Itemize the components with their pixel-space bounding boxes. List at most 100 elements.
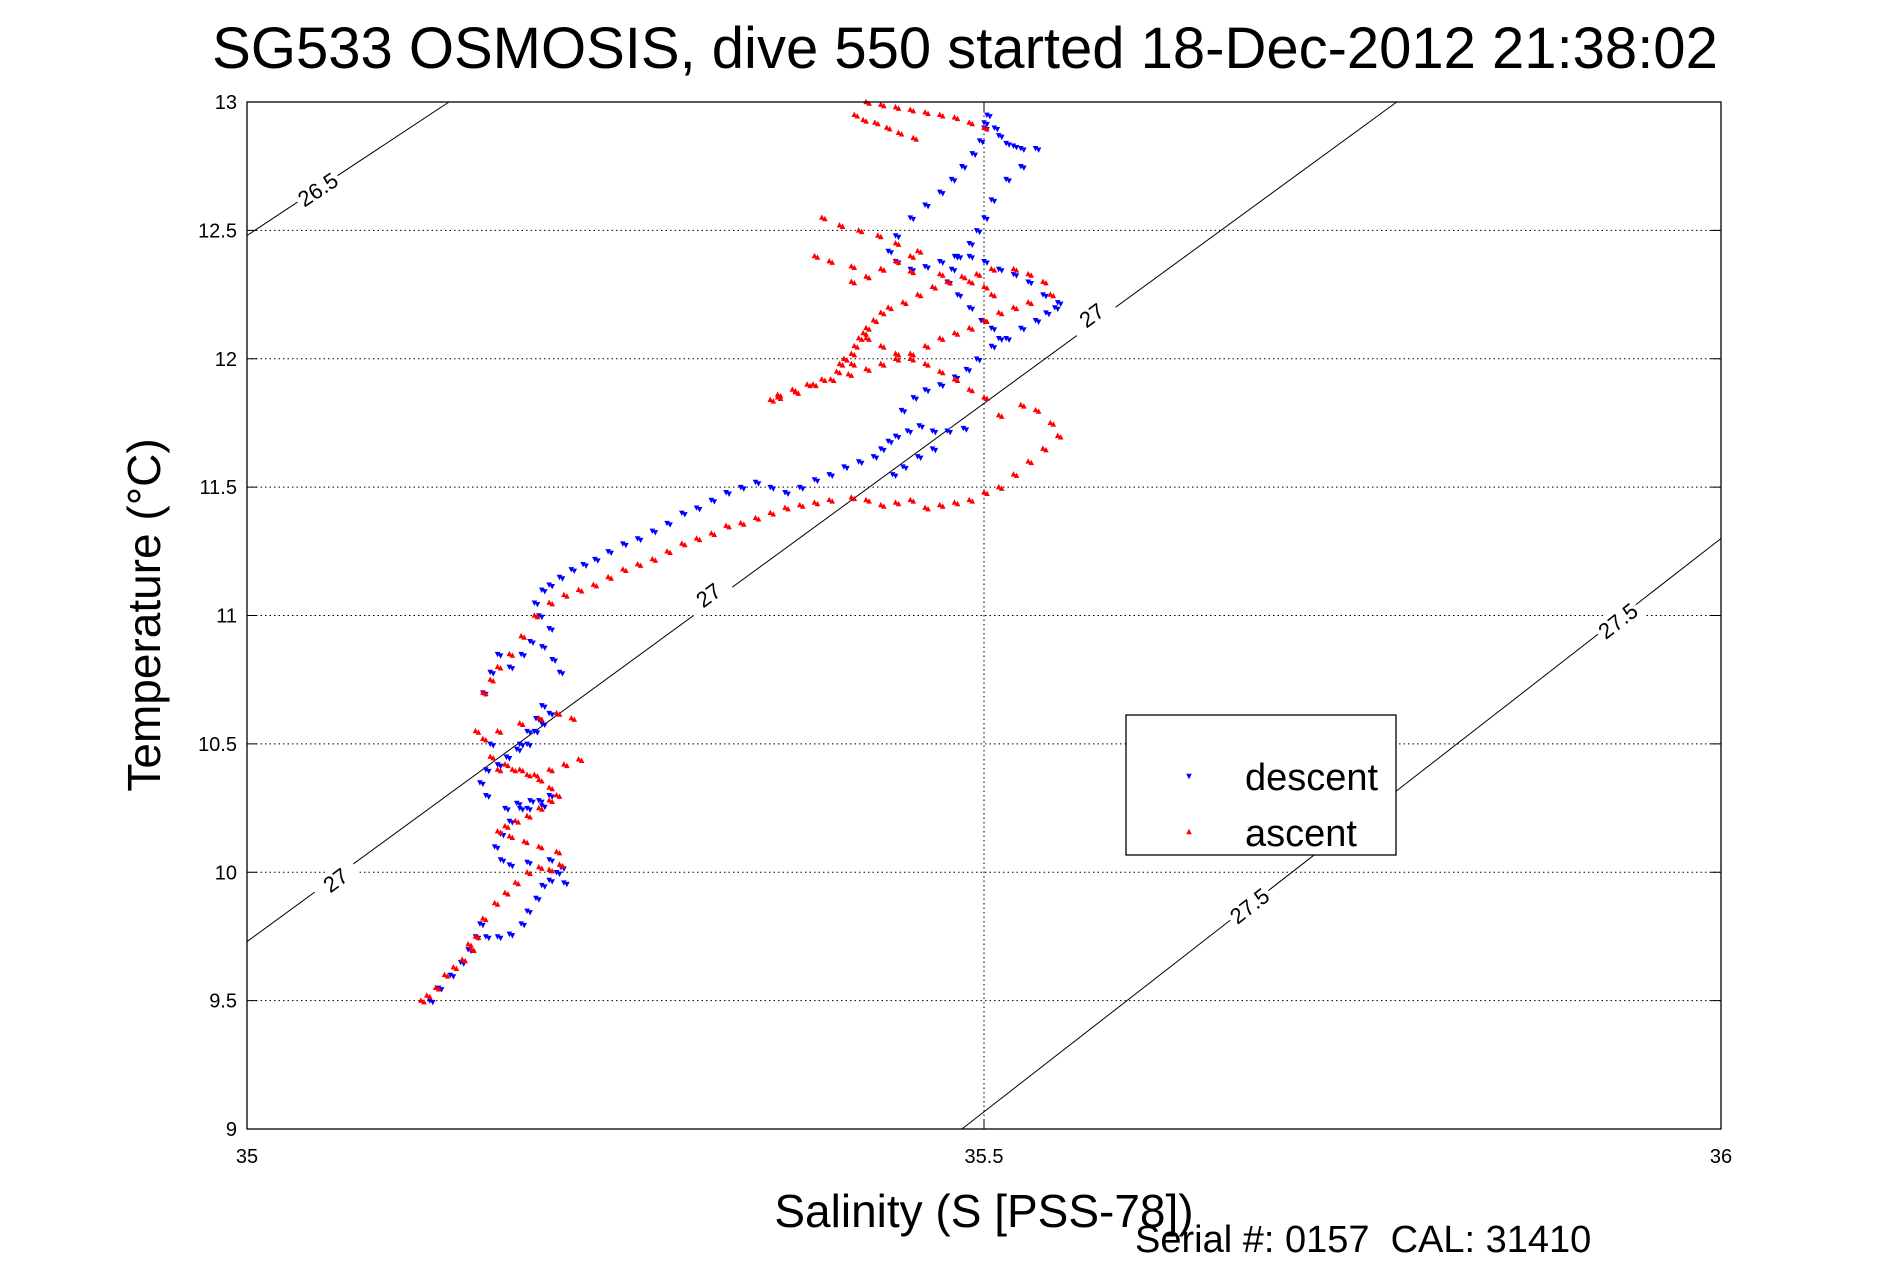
ascent-point — [524, 771, 530, 777]
descent-point — [925, 265, 931, 272]
ascent-point — [863, 335, 869, 341]
descent-point — [998, 134, 1005, 141]
descent-point — [987, 114, 993, 120]
descent-point — [592, 556, 598, 563]
ascent-point — [907, 350, 914, 356]
axis-ticks: 35 35.5 36 9 9.5 10 10.5 11 11.5 12 12.5 13 — [198, 92, 1732, 1168]
ascent-point — [502, 822, 508, 829]
ascent-point — [512, 767, 519, 774]
descent-point — [564, 881, 570, 888]
descent-point — [1003, 140, 1009, 147]
descent-point — [969, 306, 976, 313]
descent-point — [524, 859, 530, 866]
ascent-point — [539, 865, 545, 871]
descent-point — [917, 455, 924, 462]
descent-point — [782, 490, 788, 496]
descent-point — [506, 862, 513, 868]
descent-point — [533, 716, 539, 722]
ascent-point — [556, 711, 563, 717]
ascent-point — [895, 241, 902, 247]
ascent-point — [914, 247, 921, 254]
ascent-point — [981, 283, 987, 290]
descent-point — [634, 536, 641, 542]
descent-point — [679, 510, 685, 516]
ascent-point — [841, 355, 847, 361]
descent-point — [708, 497, 715, 504]
ascent-point — [512, 817, 519, 824]
descent-point — [539, 703, 545, 709]
descent-point — [513, 800, 520, 807]
ascent-point — [969, 326, 976, 332]
descent-point — [542, 804, 548, 811]
ascent-point — [819, 376, 825, 382]
descent-point — [960, 425, 967, 432]
descent-point — [477, 921, 483, 927]
ascent-point — [839, 223, 846, 229]
ascent-point — [796, 501, 803, 508]
ascent-point — [922, 109, 928, 115]
ascent-point — [782, 504, 788, 510]
descent-point — [542, 589, 548, 595]
x-tick-label: 36 — [1710, 1146, 1732, 1168]
ascent-point — [929, 283, 936, 290]
ascent-point — [531, 612, 538, 618]
descent-point — [485, 768, 492, 775]
ascent-point — [848, 494, 855, 500]
descent-point — [477, 780, 483, 786]
ascent-point — [848, 360, 855, 367]
ascent-point — [811, 499, 818, 505]
descent-point — [939, 260, 946, 266]
ascent-point — [836, 222, 843, 228]
isopycnal-line — [246, 101, 450, 236]
descent-point — [944, 428, 950, 434]
descent-point — [711, 499, 718, 505]
descent-point — [637, 537, 644, 544]
descent-point — [878, 446, 884, 452]
descent-point — [991, 125, 998, 131]
ascent-point — [936, 111, 943, 118]
descent-point — [984, 260, 990, 266]
ascent-point — [914, 291, 921, 297]
descent-point — [947, 429, 953, 436]
ascent-point — [487, 753, 494, 759]
ascent-point — [578, 588, 585, 594]
ascent-point — [998, 310, 1005, 317]
descent-point — [482, 793, 489, 799]
descent-point — [527, 861, 533, 867]
descent-point — [505, 807, 511, 813]
descent-point — [549, 656, 555, 663]
ascent-point — [863, 365, 869, 372]
ascent-point — [898, 131, 905, 137]
ascent-point — [421, 998, 427, 1005]
descent-point — [994, 126, 1001, 133]
ascent-point — [991, 267, 998, 273]
descent-point — [509, 863, 516, 870]
ascent-point — [863, 496, 869, 503]
ascent-point — [922, 504, 928, 510]
ascent-point — [527, 814, 533, 820]
ascent-point — [620, 566, 626, 572]
descent-point — [518, 921, 524, 927]
ascent-point — [998, 413, 1005, 419]
descent-point — [539, 721, 545, 727]
descent-point — [497, 653, 504, 659]
serial-cal-footer: Serial #: 0157 CAL: 31410 — [1135, 1219, 1591, 1261]
ascent-point — [892, 257, 899, 264]
descent-point — [497, 763, 504, 770]
descent-point — [536, 897, 542, 903]
ascent-point — [892, 240, 899, 246]
ascent-point — [851, 495, 858, 502]
ascent-point — [858, 336, 865, 342]
descent-point — [752, 479, 759, 486]
ascent-point — [483, 737, 489, 743]
ascent-point — [881, 344, 887, 350]
ascent-point — [1057, 434, 1064, 440]
descent-point — [1054, 300, 1061, 306]
descent-point — [450, 974, 457, 980]
ascent-point — [981, 124, 987, 130]
descent-point — [1018, 325, 1024, 332]
ascent-point — [534, 613, 541, 620]
descent-point — [556, 669, 563, 676]
ascent-point — [836, 369, 843, 376]
ascent-point — [855, 227, 862, 233]
